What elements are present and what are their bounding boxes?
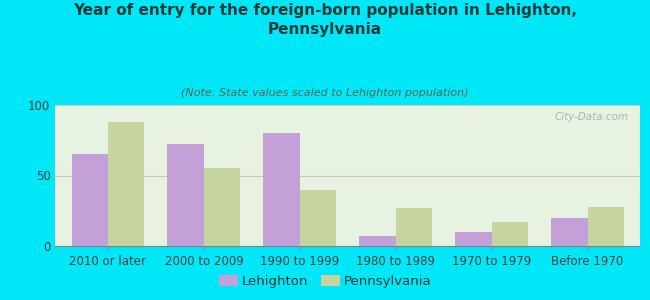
Bar [551, 218, 588, 246]
Text: Year of entry for the foreign-born population in Lehighton,
Pennsylvania: Year of entry for the foreign-born popul… [73, 3, 577, 37]
Bar [359, 236, 396, 246]
Text: City-Data.com: City-Data.com [554, 112, 629, 122]
Bar [108, 122, 144, 246]
Bar [72, 154, 108, 246]
Bar [300, 190, 336, 246]
Bar [168, 145, 204, 246]
Text: (Note: State values scaled to Lehighton population): (Note: State values scaled to Lehighton … [181, 88, 469, 98]
Bar [204, 169, 240, 246]
Bar [455, 232, 491, 246]
Bar [396, 208, 432, 246]
Bar [491, 222, 528, 246]
Legend: Lehighton, Pennsylvania: Lehighton, Pennsylvania [214, 270, 436, 293]
Bar [588, 206, 624, 246]
Bar [263, 133, 300, 246]
